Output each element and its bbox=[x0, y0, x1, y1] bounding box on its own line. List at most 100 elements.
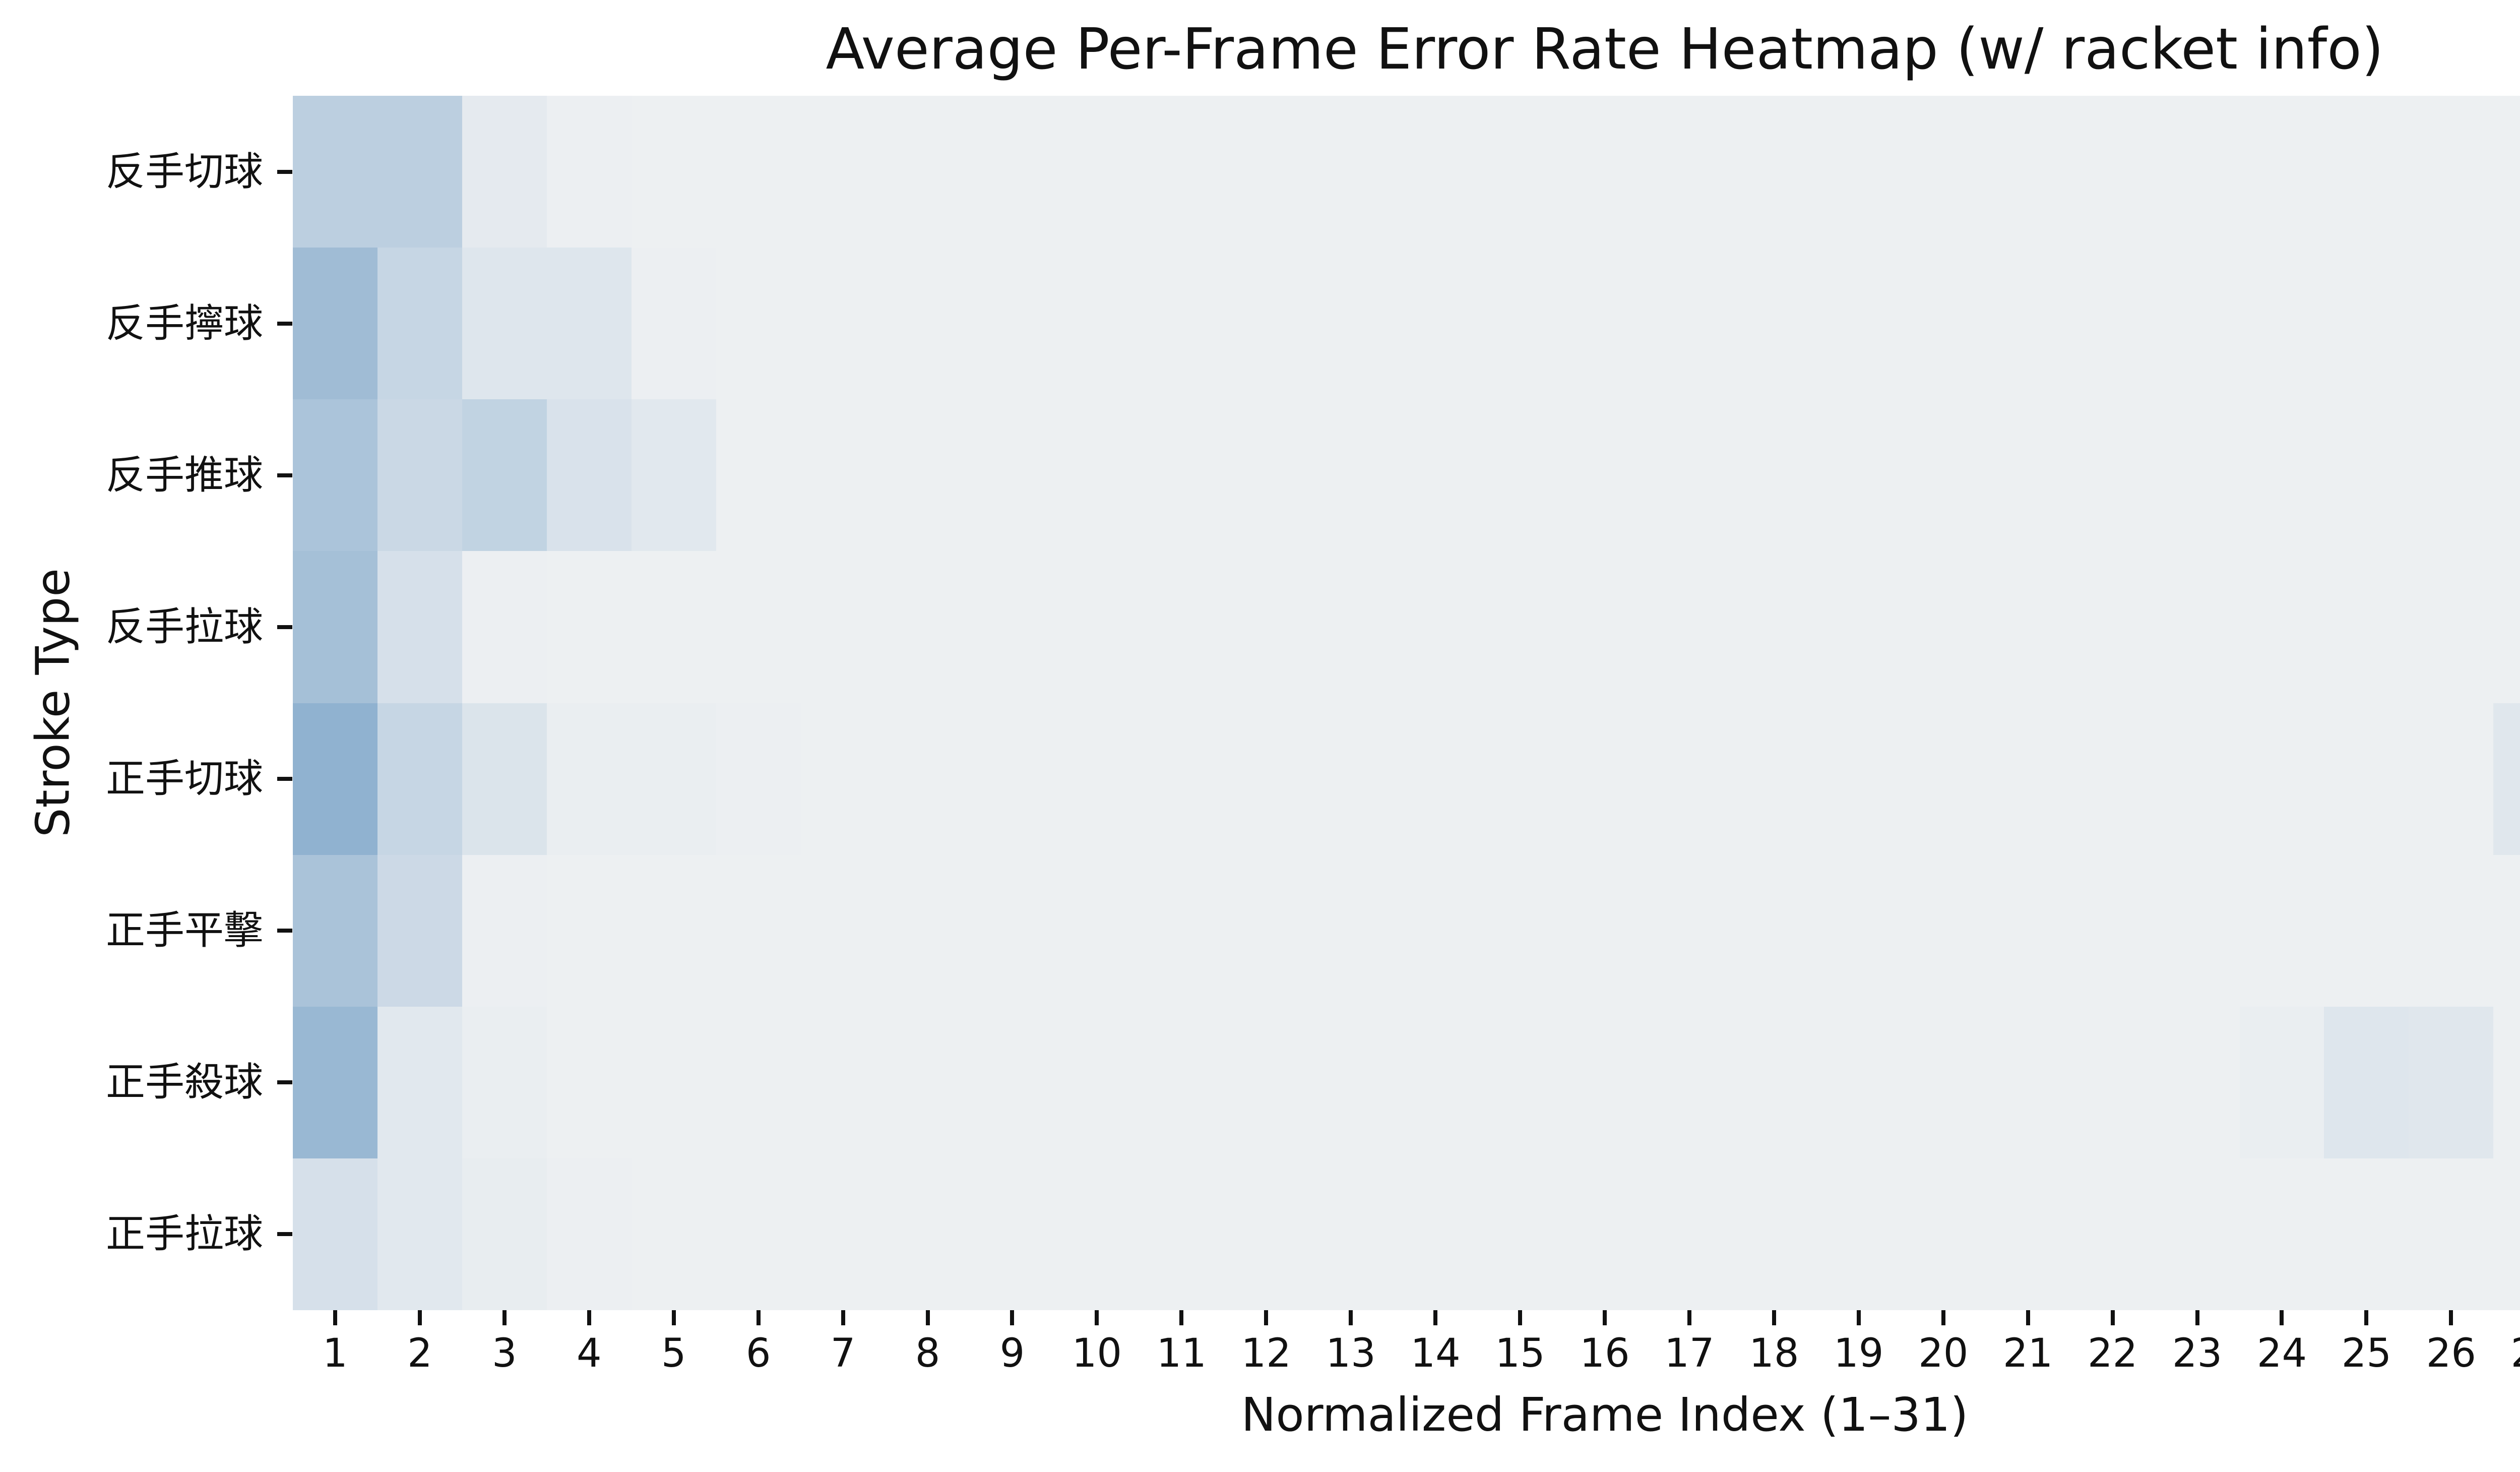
x-axis-tick-label: 16 bbox=[1580, 1331, 1630, 1376]
x-tick-mark bbox=[1095, 1310, 1099, 1325]
heatmap-cell bbox=[1224, 551, 1309, 703]
x-axis-tick-label: 2 bbox=[407, 1331, 432, 1376]
heatmap-cell bbox=[1901, 399, 1986, 551]
x-tick-mark bbox=[1433, 1310, 1438, 1325]
heatmap-cell bbox=[293, 551, 377, 703]
x-tick-mark bbox=[2026, 1310, 2030, 1325]
heatmap-cell bbox=[631, 1158, 716, 1310]
x-axis-tick-label: 11 bbox=[1156, 1331, 1207, 1376]
x-tick-mark bbox=[2449, 1310, 2453, 1325]
heatmap-cell bbox=[2155, 1006, 2240, 1158]
heatmap-cell bbox=[716, 96, 801, 248]
heatmap-cell bbox=[1054, 248, 1140, 400]
heatmap-cell bbox=[1054, 96, 1140, 248]
heatmap-cell bbox=[377, 248, 462, 400]
heatmap-cell bbox=[1562, 96, 1647, 248]
heatmap-cell bbox=[1139, 703, 1224, 855]
heatmap-cell bbox=[1562, 1158, 1647, 1310]
heatmap-cell bbox=[1731, 551, 1816, 703]
heatmap-cell bbox=[2070, 1006, 2155, 1158]
heatmap-cell bbox=[2070, 1158, 2155, 1310]
heatmap-cell bbox=[2409, 1158, 2494, 1310]
heatmap-cell bbox=[1308, 248, 1394, 400]
heatmap-cell bbox=[885, 854, 970, 1007]
heatmap-cell bbox=[2070, 854, 2155, 1007]
x-axis-tick-label: 22 bbox=[2087, 1331, 2138, 1376]
heatmap-cell bbox=[1985, 399, 2070, 551]
x-tick-mark bbox=[1941, 1310, 1945, 1325]
heatmap-cell bbox=[2493, 1006, 2520, 1158]
heatmap-cell bbox=[1224, 854, 1309, 1007]
heatmap-cell bbox=[2324, 399, 2409, 551]
heatmap-cell bbox=[1393, 703, 1478, 855]
heatmap-cell bbox=[631, 703, 716, 855]
heatmap-cell bbox=[1393, 551, 1478, 703]
heatmap-cell bbox=[970, 1006, 1055, 1158]
x-axis-tick-label: 4 bbox=[576, 1331, 602, 1376]
heatmap-cell bbox=[1224, 1158, 1309, 1310]
heatmap-cell bbox=[800, 96, 886, 248]
x-tick-mark bbox=[925, 1310, 930, 1325]
heatmap-cell bbox=[885, 1158, 970, 1310]
x-tick-mark bbox=[1772, 1310, 1776, 1325]
x-tick-mark bbox=[333, 1310, 337, 1325]
heatmap-cell bbox=[293, 854, 377, 1007]
x-axis-tick-label: 15 bbox=[1495, 1331, 1545, 1376]
x-axis-tick-label: 20 bbox=[1918, 1331, 1969, 1376]
x-axis-tick-label: 12 bbox=[1241, 1331, 1291, 1376]
heatmap-cell bbox=[1054, 703, 1140, 855]
x-axis-tick-label: 17 bbox=[1664, 1331, 1715, 1376]
heatmap-cell bbox=[1816, 399, 1901, 551]
heatmap-cell bbox=[546, 399, 632, 551]
heatmap-cell bbox=[1647, 399, 1732, 551]
x-tick-mark bbox=[417, 1310, 422, 1325]
heatmap-cell bbox=[1308, 703, 1394, 855]
heatmap-cell bbox=[2493, 854, 2520, 1007]
heatmap-cell bbox=[462, 703, 547, 855]
heatmap-cell bbox=[1308, 399, 1394, 551]
heatmap-cell bbox=[1731, 703, 1816, 855]
y-axis-tick-label: 正手平擊 bbox=[105, 908, 263, 954]
heatmap-cell bbox=[462, 248, 547, 400]
heatmap-cell bbox=[2409, 399, 2494, 551]
heatmap-cell bbox=[1139, 399, 1224, 551]
heatmap-cell bbox=[2239, 1006, 2324, 1158]
heatmap-cell bbox=[1985, 1158, 2070, 1310]
heatmap-cell bbox=[716, 854, 801, 1007]
x-axis-tick-label: 13 bbox=[1326, 1331, 1376, 1376]
heatmap-cell bbox=[1647, 1006, 1732, 1158]
heatmap-cell bbox=[1054, 551, 1140, 703]
x-tick-mark bbox=[1856, 1310, 1861, 1325]
heatmap-cell bbox=[1562, 248, 1647, 400]
heatmap-cell bbox=[716, 248, 801, 400]
heatmap-cell bbox=[1985, 96, 2070, 248]
heatmap-cell bbox=[1816, 1006, 1901, 1158]
heatmap-cell bbox=[1393, 248, 1478, 400]
heatmap-cell bbox=[2409, 1006, 2494, 1158]
heatmap-cell bbox=[2239, 854, 2324, 1007]
heatmap-cell bbox=[2239, 96, 2324, 248]
heatmap-cell bbox=[1054, 1006, 1140, 1158]
heatmap-cell bbox=[293, 1006, 377, 1158]
heatmap-cell bbox=[885, 96, 970, 248]
x-axis-tick-label: 24 bbox=[2256, 1331, 2307, 1376]
heatmap-cell bbox=[546, 1006, 632, 1158]
heatmap-cell bbox=[2239, 248, 2324, 400]
x-axis-tick-label: 8 bbox=[915, 1331, 940, 1376]
heatmap-cell bbox=[2155, 1158, 2240, 1310]
y-axis-title: Stroke Type bbox=[26, 568, 80, 837]
heatmap-cell bbox=[1054, 1158, 1140, 1310]
heatmap-cell bbox=[462, 1158, 547, 1310]
heatmap-cell bbox=[800, 1158, 886, 1310]
y-axis-tick-label: 反手推球 bbox=[105, 452, 263, 498]
x-tick-mark bbox=[671, 1310, 676, 1325]
heatmap-cell bbox=[970, 399, 1055, 551]
x-tick-mark bbox=[587, 1310, 591, 1325]
heatmap-cell bbox=[2070, 96, 2155, 248]
heatmap-cell bbox=[716, 1006, 801, 1158]
heatmap-cell bbox=[2493, 248, 2520, 400]
heatmap-cell bbox=[800, 551, 886, 703]
heatmap-cell bbox=[2155, 248, 2240, 400]
heatmap-cell bbox=[2324, 551, 2409, 703]
